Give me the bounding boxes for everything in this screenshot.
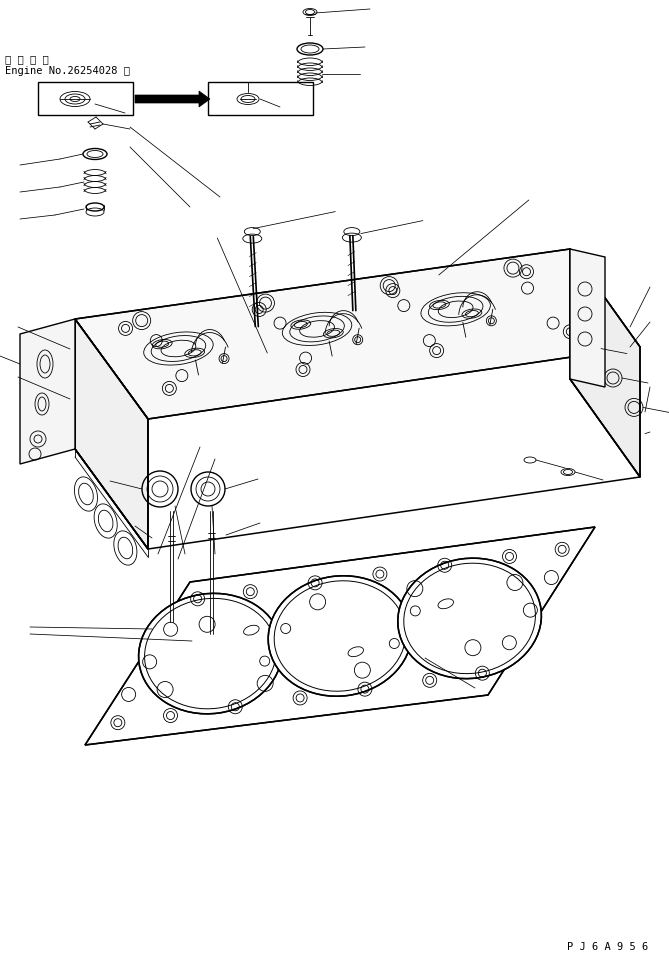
Bar — [38, 82, 133, 115]
Polygon shape — [570, 249, 605, 387]
Polygon shape — [135, 91, 210, 107]
Text: 適 用 号 機: 適 用 号 機 — [5, 54, 49, 64]
Ellipse shape — [398, 558, 541, 679]
Polygon shape — [75, 249, 640, 419]
Text: P J 6 A 9 5 6: P J 6 A 9 5 6 — [567, 942, 648, 952]
Polygon shape — [75, 319, 148, 549]
Polygon shape — [20, 319, 75, 464]
Ellipse shape — [138, 594, 282, 714]
Ellipse shape — [268, 575, 412, 696]
Bar — [208, 82, 313, 115]
Polygon shape — [85, 527, 595, 745]
Text: Engine No.26254028 ～: Engine No.26254028 ～ — [5, 66, 130, 76]
Polygon shape — [570, 249, 640, 477]
